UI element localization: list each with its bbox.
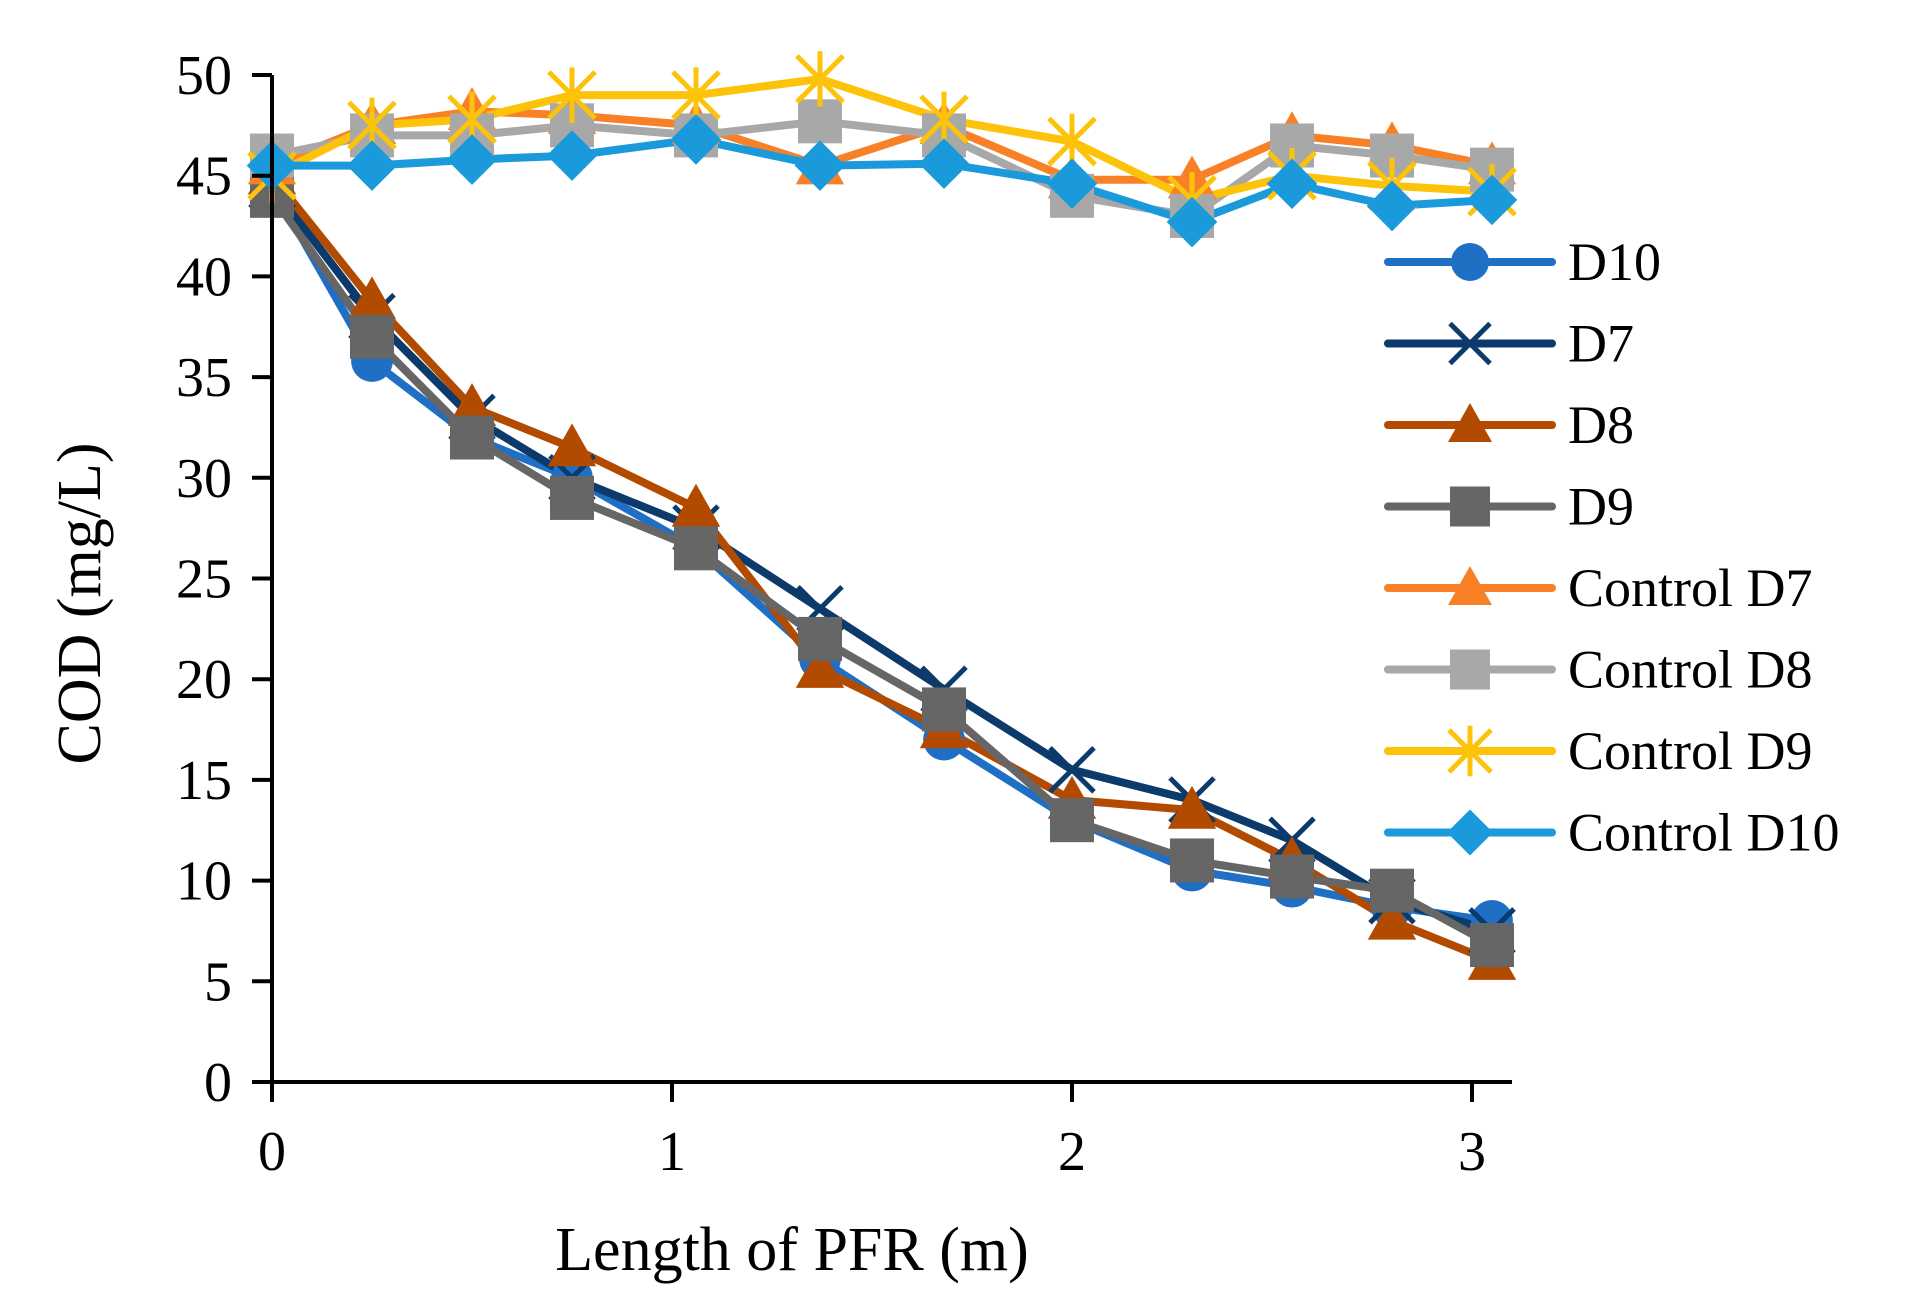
x-tick-label: 0 xyxy=(258,1121,286,1183)
data-point-d9 xyxy=(1050,798,1094,843)
data-point-control-d10 xyxy=(346,140,398,191)
data-point-d8 xyxy=(1167,785,1217,829)
data-point-control-d10 xyxy=(546,130,598,181)
y-tick-label: 20 xyxy=(176,649,232,711)
y-tick-label: 5 xyxy=(204,951,232,1013)
data-point-d9 xyxy=(1170,838,1214,883)
data-point-d9 xyxy=(798,616,842,661)
data-point-d9 xyxy=(550,475,594,520)
legend-label-d7: D7 xyxy=(1568,314,1634,374)
data-point-control-d9 xyxy=(795,51,845,107)
legend-marker-control-d10 xyxy=(1447,809,1493,856)
series-line-d8 xyxy=(268,171,1496,966)
y-tick-label: 50 xyxy=(176,45,232,107)
legend-label-d10: D10 xyxy=(1568,232,1661,292)
legend-marker-d10 xyxy=(1451,243,1489,281)
series-markers-d8 xyxy=(247,151,1517,980)
plot-series-lines xyxy=(268,75,1496,966)
data-point-d8 xyxy=(795,644,845,688)
legend-label-control-d8: Control D8 xyxy=(1568,640,1813,700)
y-tick-label: 10 xyxy=(176,851,232,913)
legend-label-control-d7: Control D7 xyxy=(1568,558,1813,618)
series-markers-d10 xyxy=(251,164,1513,942)
data-point-control-d10 xyxy=(1046,158,1098,210)
data-point-d8 xyxy=(671,483,721,527)
y-tick-label: 0 xyxy=(204,1052,232,1114)
legend-label-d8: D8 xyxy=(1568,395,1634,455)
data-point-d8 xyxy=(547,423,597,467)
data-point-d9 xyxy=(674,526,718,571)
legend-item-control-d10: Control D10 xyxy=(1384,803,1840,863)
data-point-control-d10 xyxy=(1366,180,1418,232)
legend-item-control-d9: Control D9 xyxy=(1384,721,1813,781)
series-line-d10 xyxy=(268,181,1496,925)
data-point-control-d9 xyxy=(671,67,721,123)
legend-item-control-d8: Control D8 xyxy=(1384,640,1813,700)
data-point-control-d10 xyxy=(670,114,722,165)
data-point-d8 xyxy=(347,276,397,320)
legend-marker-d9 xyxy=(1450,486,1490,527)
legend-item-d8: D8 xyxy=(1384,395,1634,455)
x-tick-label: 3 xyxy=(1458,1121,1486,1183)
data-point-control-d10 xyxy=(1466,174,1518,226)
y-tick-label: 45 xyxy=(176,146,232,208)
x-axis-title: Length of PFR (m) xyxy=(555,1216,1029,1284)
data-point-d7 xyxy=(1048,746,1096,794)
data-point-d9 xyxy=(1470,923,1514,968)
y-axis-title: COD (mg/L) xyxy=(46,442,114,764)
plot-series-markers xyxy=(246,51,1518,980)
data-point-control-d9 xyxy=(547,67,597,123)
y-tick-label: 35 xyxy=(176,347,232,409)
legend-item-d7: D7 xyxy=(1384,314,1634,374)
legend-item-d9: D9 xyxy=(1384,477,1634,537)
data-point-control-d9 xyxy=(919,91,969,148)
legend-marker-control-d7 xyxy=(1448,566,1492,605)
series-markers-d9 xyxy=(250,173,1514,968)
data-point-control-d10 xyxy=(794,140,846,191)
x-tick-label: 2 xyxy=(1058,1121,1086,1183)
series-markers-d7 xyxy=(248,162,1516,955)
x-tick-label: 1 xyxy=(658,1121,686,1183)
legend-item-control-d7: Control D7 xyxy=(1384,558,1813,618)
data-point-control-d10 xyxy=(1166,196,1218,248)
legend-label-d9: D9 xyxy=(1568,477,1634,537)
data-point-control-d10 xyxy=(1266,158,1318,210)
y-tick-label: 30 xyxy=(176,448,232,510)
legend-item-d10: D10 xyxy=(1384,232,1661,292)
legend-marker-control-d8 xyxy=(1450,649,1490,690)
legend-marker-d7 xyxy=(1448,321,1492,366)
data-point-d9 xyxy=(922,687,966,732)
axes: 0 5 10 15 20 25 30 35 40 45 50 0 1 2 3 xyxy=(176,45,1512,1183)
y-tick-label: 15 xyxy=(176,750,232,812)
legend-label-control-d10: Control D10 xyxy=(1568,803,1840,863)
legend: D10 D7 D8 D9 Control D7 Control D8 Control D9 C… xyxy=(1384,232,1840,863)
data-point-d8 xyxy=(1367,896,1417,940)
data-point-d9 xyxy=(450,415,494,460)
series-line-d9 xyxy=(268,191,1496,949)
data-point-d9 xyxy=(350,314,394,359)
series-line-d7 xyxy=(268,181,1496,935)
legend-marker-d8 xyxy=(1448,403,1492,442)
y-tick-label: 25 xyxy=(176,549,232,611)
data-point-d9 xyxy=(1270,854,1314,899)
x-axis-ticks: 0 1 2 3 xyxy=(258,1082,1486,1183)
legend-label-control-d9: Control D9 xyxy=(1568,721,1813,781)
legend-marker-control-d9 xyxy=(1447,725,1493,777)
data-point-d9 xyxy=(1370,868,1414,913)
y-axis-ticks: 0 5 10 15 20 25 30 35 40 45 50 xyxy=(176,45,272,1114)
data-point-d8 xyxy=(447,383,497,427)
y-tick-label: 40 xyxy=(176,246,232,308)
data-point-control-d10 xyxy=(918,138,970,189)
data-point-control-d10 xyxy=(446,134,498,185)
